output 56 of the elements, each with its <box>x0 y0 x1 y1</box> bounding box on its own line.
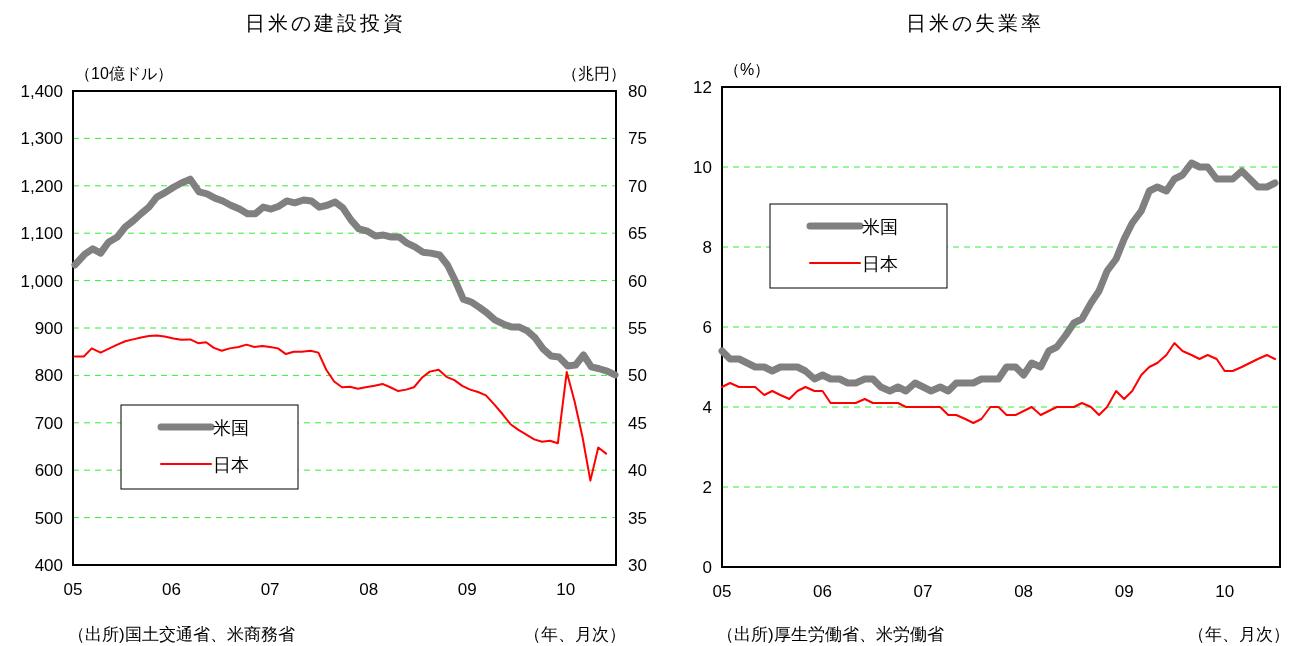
y2-axis-title: （兆円） <box>562 65 626 82</box>
x-tick-label: 08 <box>359 580 379 599</box>
legend-label: 米国 <box>213 418 249 438</box>
text: （出所)国土交通省、米商務省 <box>68 625 295 644</box>
y2-tick-label: 80 <box>628 82 647 101</box>
y-tick-label: 600 <box>34 461 63 481</box>
y-tick-label: 700 <box>34 413 63 433</box>
x-tick-label: 07 <box>260 580 280 599</box>
legend-label: 日本 <box>862 254 898 274</box>
y-tick-label: 10 <box>693 158 712 177</box>
line-series <box>73 334 608 482</box>
legend-label: 日本 <box>213 455 249 475</box>
x-tick-label: 05 <box>63 580 83 599</box>
x-tick-label: 06 <box>813 582 832 601</box>
x-tick-label: 08 <box>1014 582 1034 601</box>
y2-tick-label: 30 <box>628 556 647 575</box>
text: （出所)厚生労働省、米労働省 <box>717 625 944 644</box>
y-tick-label: 2 <box>702 478 712 497</box>
y2-tick-label: 70 <box>628 176 647 196</box>
chart-title: 日米の失業率 <box>906 12 1044 34</box>
y-tick-label: 0 <box>702 558 712 577</box>
y2-tick-label: 75 <box>628 129 647 149</box>
x-tick-label: 07 <box>913 582 933 601</box>
x-tick-label: 10 <box>1215 582 1235 601</box>
y-tick-label: 1,300 <box>20 129 63 149</box>
y2-tick-label: 55 <box>628 319 647 338</box>
y-tick-label: 4 <box>702 398 712 417</box>
y-tick-label: 400 <box>34 556 63 575</box>
x-tick-label: 09 <box>1114 582 1134 601</box>
y-tick-label: 1,000 <box>20 271 63 291</box>
x-tick-label: 09 <box>457 580 477 599</box>
x-axis-title: （年、月次） <box>1188 625 1290 644</box>
y2-tick-label: 45 <box>628 413 647 433</box>
y-tick-label: 1,200 <box>20 176 63 196</box>
legend-label: 米国 <box>862 217 898 237</box>
y-tick-label: 1,400 <box>20 82 63 101</box>
chart-title: 日米の建設投資 <box>244 12 406 34</box>
y-tick-label: 900 <box>34 319 63 338</box>
y2-tick-label: 65 <box>628 224 647 244</box>
x-tick-label: 06 <box>162 580 182 599</box>
y-axis-title: （%） <box>724 61 771 78</box>
y2-tick-label: 35 <box>628 508 647 528</box>
y-tick-label: 500 <box>34 508 63 528</box>
y-tick-label: 800 <box>34 366 63 386</box>
line-series <box>721 342 1276 424</box>
y2-tick-label: 40 <box>628 461 647 481</box>
y2-tick-label: 50 <box>628 366 647 386</box>
x-tick-label: 05 <box>712 582 732 601</box>
x-tick-label: 10 <box>556 580 576 599</box>
y-tick-label: 6 <box>702 318 712 337</box>
x-axis-title: （年、月次） <box>524 625 626 644</box>
y-tick-label: 8 <box>702 238 712 257</box>
y2-tick-label: 60 <box>628 271 647 291</box>
y-tick-label: 1,100 <box>20 224 63 244</box>
y-axis-title: （10億ドル） <box>75 65 173 82</box>
y-tick-label: 12 <box>693 78 712 97</box>
